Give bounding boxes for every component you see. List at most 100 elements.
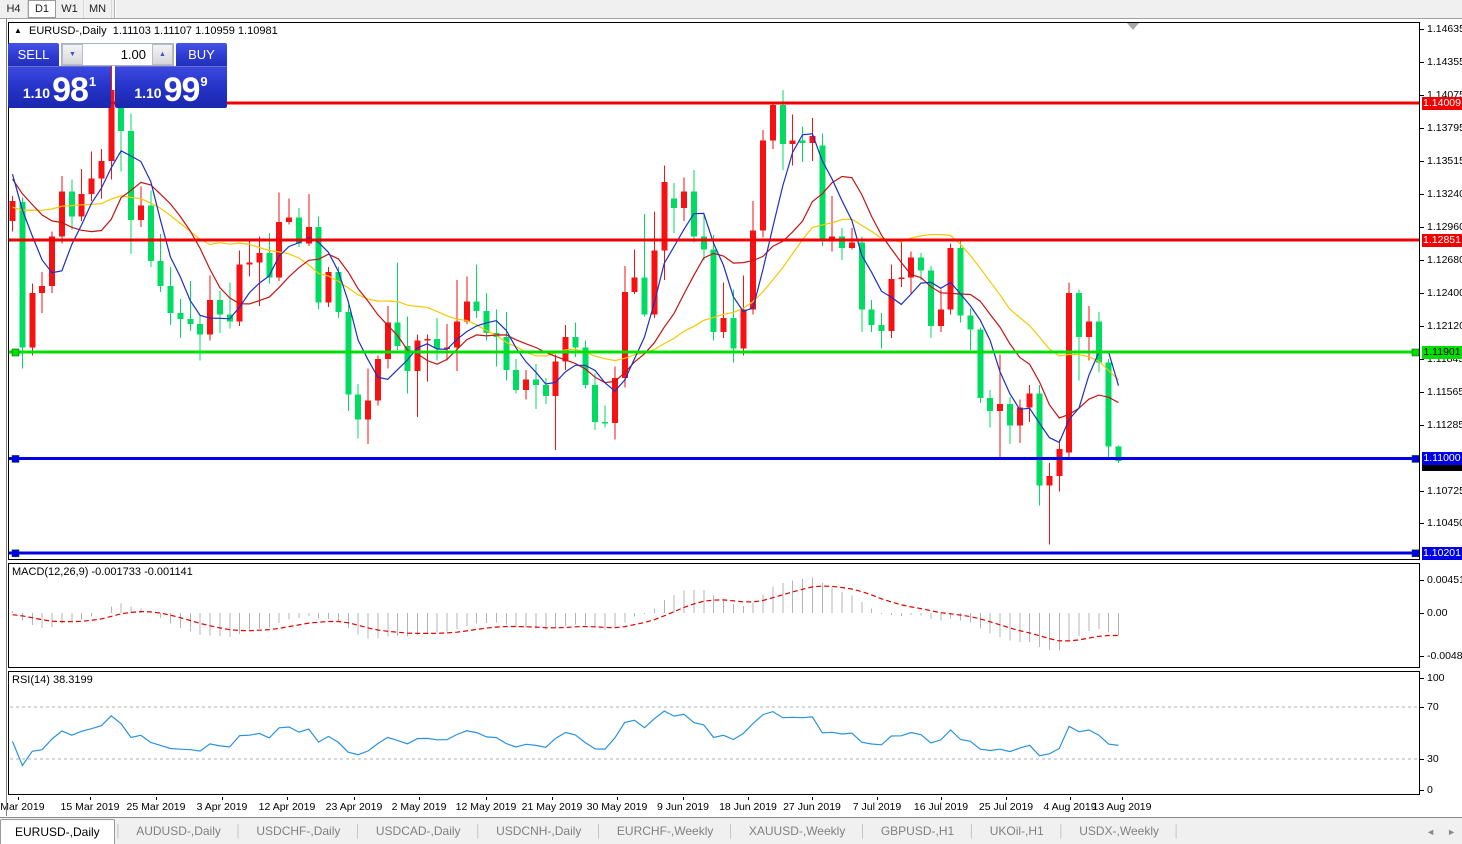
candle-body <box>562 336 569 362</box>
volume-decrease-button[interactable]: ▼ <box>62 44 83 65</box>
ma-line-10 <box>12 175 1119 419</box>
timeframe-button-w1[interactable]: W1 <box>56 0 84 18</box>
line-anchor-handle <box>1411 348 1420 357</box>
candle-body <box>1095 321 1102 363</box>
chart-tab-bar: EURUSD-,Daily │ AUDUSD-,Daily │ USDCHF-,Dail… <box>0 817 1462 844</box>
candle-body <box>839 236 845 249</box>
candle-body <box>799 140 806 144</box>
chart-tab-eurusd[interactable]: EURUSD-,Daily <box>0 819 115 844</box>
date-label: 27 Jun 2019 <box>783 801 841 813</box>
ohlc-readout: 1.11103 1.11107 1.10959 1.10981 <box>112 25 278 37</box>
chart-tab-usdx[interactable]: USDX-,Weekly <box>1079 824 1159 838</box>
candle-body <box>226 314 233 322</box>
candle-body <box>819 145 826 240</box>
candle-body <box>848 242 855 249</box>
sell-button[interactable]: SELL <box>8 43 59 66</box>
chart-tab-usdchf[interactable]: USDCHF-,Daily <box>256 824 341 838</box>
candle-body <box>868 309 875 325</box>
chart-tab-gbpusd[interactable]: GBPUSD-,H1 <box>880 824 955 838</box>
pane-border <box>8 563 1420 668</box>
chart-tab-usdcad[interactable]: USDCAD-,Daily <box>375 824 461 838</box>
candle-body <box>829 236 836 240</box>
candle-body <box>592 385 599 422</box>
rsi-pane[interactable] <box>8 671 1420 795</box>
candle-body <box>1076 293 1082 337</box>
chart-tab-xauusd[interactable]: XAUUSD-,Weekly <box>748 824 846 838</box>
tab-separator: │ <box>354 824 362 838</box>
candle-body <box>58 191 65 237</box>
candle-body <box>602 421 608 424</box>
chart-title: ▲ EURUSD-,Daily 1.11103 1.11107 1.10959 … <box>14 25 278 37</box>
date-axis[interactable]: 6 Mar 2019 15 Mar 2019 25 Mar 2019 3 Apr 20… <box>0 797 1420 816</box>
buy-price-button[interactable]: 1.10 99 9 <box>115 66 227 108</box>
candle-body <box>542 385 549 396</box>
timeframe-button-mn[interactable]: MN <box>84 0 112 18</box>
date-tick <box>419 797 420 800</box>
candle-body <box>1105 362 1112 447</box>
timeframe-button-d1[interactable]: D1 <box>28 0 56 18</box>
candle-body <box>710 249 717 333</box>
buy-button[interactable]: BUY <box>176 43 227 66</box>
one-click-trade-panel: SELL ▼ 1.00 ▲ BUY 1.10 98 1 1.10 99 9 <box>8 43 227 108</box>
candle-body <box>927 270 934 327</box>
axis-tick <box>1420 62 1424 64</box>
timeframe-button-h4[interactable]: H4 <box>0 0 28 18</box>
candle-body <box>365 400 371 420</box>
candle-body <box>572 336 579 348</box>
candle-body <box>404 346 411 372</box>
candle-body <box>552 361 559 396</box>
date-label: 18 Jun 2019 <box>719 801 777 813</box>
collapse-panel-icon[interactable]: ▲ <box>14 26 22 35</box>
candle-body <box>147 205 154 262</box>
candle-body <box>9 200 16 222</box>
rsi-tick-label: 100 <box>1427 672 1445 684</box>
candle-body <box>977 329 984 399</box>
candle-body <box>266 252 273 278</box>
candle-body <box>305 226 312 244</box>
candle-body <box>118 89 125 132</box>
macd-pane[interactable] <box>8 563 1420 668</box>
candle-body <box>651 250 658 315</box>
macd-tick-label: 0.00 <box>1427 607 1448 619</box>
candle-body <box>473 301 480 311</box>
candle-body <box>523 379 529 390</box>
date-label: 15 Mar 2019 <box>60 801 120 813</box>
candle-body <box>631 277 638 292</box>
candle-body <box>88 178 95 194</box>
chart-tab-usdcnh[interactable]: USDCNH-,Daily <box>496 824 582 838</box>
candle-body <box>108 89 115 161</box>
macd-tick-label: -0.004806 <box>1427 650 1462 662</box>
pane-border <box>8 671 1420 795</box>
volume-increase-button[interactable]: ▲ <box>152 44 173 65</box>
date-tick <box>877 797 878 800</box>
tab-separator: │ <box>859 824 867 838</box>
candle-body <box>779 105 786 145</box>
candle-body <box>878 324 885 331</box>
chart-tab-ukoil[interactable]: UKOil-,H1 <box>989 824 1044 838</box>
candle-body <box>700 236 707 250</box>
price-tick-label: 1.14635 <box>1427 23 1462 36</box>
candle-body <box>681 191 687 209</box>
chart-tab-audusd[interactable]: AUDUSD-,Daily <box>136 824 221 838</box>
chart-shift-marker-icon[interactable] <box>1127 23 1139 30</box>
price-chart-pane[interactable] <box>8 22 1420 560</box>
candle-body <box>740 309 747 349</box>
price-axis[interactable]: 1.14635 1.14355 1.14075 1.13795 1.13515 1.132… <box>1420 22 1462 797</box>
date-tick <box>156 797 157 800</box>
buy-price-prefix: 1.10 <box>134 85 162 101</box>
date-label: 2 May 2019 <box>391 801 447 813</box>
price-tick-label: 1.13515 <box>1427 155 1462 168</box>
tab-scroll-left-icon[interactable]: ◄ <box>1426 826 1436 837</box>
candle-body <box>582 347 589 386</box>
candle-body <box>414 340 421 372</box>
axis-tick <box>1420 161 1424 163</box>
volume-field[interactable]: 1.00 <box>83 44 152 65</box>
timeframe-toolbar: H4 D1 W1 MN <box>0 0 1462 19</box>
date-label: 25 Mar 2019 <box>126 801 186 813</box>
axis-tick <box>1420 95 1424 97</box>
level-price-label: 1.10201 <box>1422 546 1462 560</box>
chart-tab-eurchf[interactable]: EURCHF-,Weekly <box>616 824 714 838</box>
axis-tick <box>1420 790 1424 791</box>
sell-price-button[interactable]: 1.10 98 1 <box>8 66 111 108</box>
tab-scroll-right-icon[interactable]: ► <box>1447 826 1456 837</box>
